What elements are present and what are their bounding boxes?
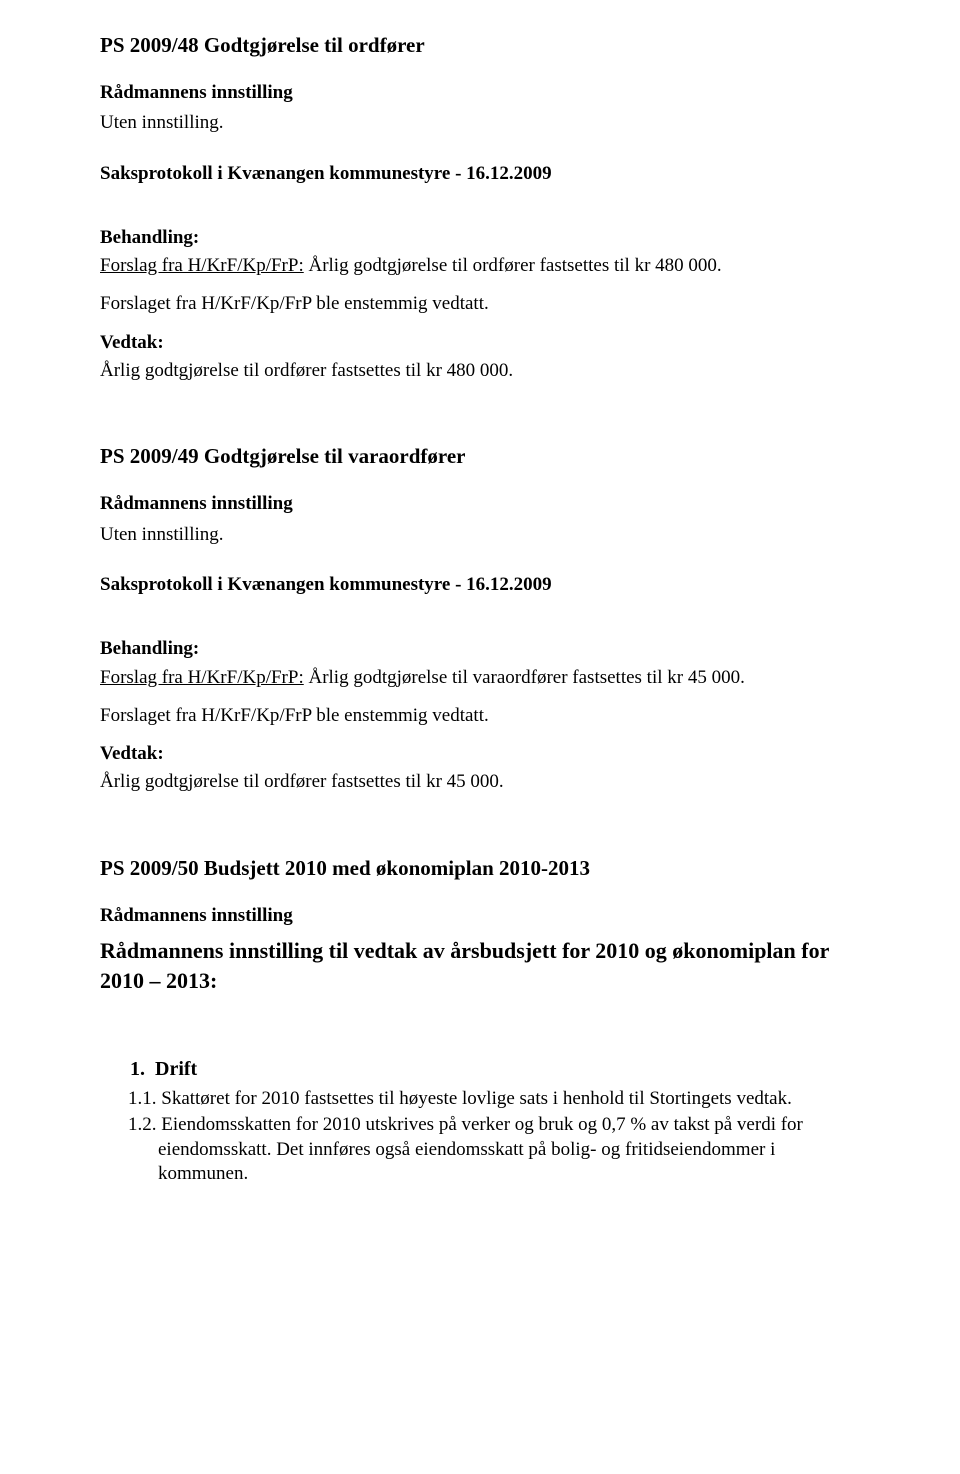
section1-protokoll: Saksprotokoll i Kvænangen kommunestyre -… — [100, 162, 860, 186]
section1-forslag-rest: Årlig godtgjørelse til ordfører fastsett… — [304, 255, 722, 276]
section2-title: PS 2009/49 Godtgjørelse til varaordfører — [100, 443, 860, 470]
section2-innstilling-label: Rådmannens innstilling — [100, 492, 860, 516]
section2-forslag-prefix: Forslag fra H/KrF/Kp/FrP: — [100, 667, 304, 688]
section3-innstilling-label: Rådmannens innstilling — [100, 904, 860, 928]
section3-lead: Rådmannens innstilling til vedtak av års… — [100, 936, 860, 995]
section2-innstilling-text: Uten innstilling. — [100, 523, 860, 547]
list-item-1-2: 1.2. Eiendomsskatten for 2010 utskrives … — [158, 1113, 860, 1186]
section2-forslag-result: Forslaget fra H/KrF/Kp/FrP ble enstemmig… — [100, 704, 860, 728]
section1-behandling-label: Behandling: — [100, 226, 860, 250]
section1-title: PS 2009/48 Godtgjørelse til ordfører — [100, 32, 860, 59]
section1-forslag: Forslag fra H/KrF/Kp/FrP: Årlig godtgjør… — [100, 254, 860, 278]
section1-innstilling-label: Rådmannens innstilling — [100, 81, 860, 105]
section2-protokoll: Saksprotokoll i Kvænangen kommunestyre -… — [100, 573, 860, 597]
section1-forslag-prefix: Forslag fra H/KrF/Kp/FrP: — [100, 255, 304, 276]
section2-vedtak-label: Vedtak: — [100, 742, 860, 766]
section2-vedtak-text: Årlig godtgjørelse til ordfører fastsett… — [100, 770, 860, 794]
list-item-1-1: 1.1. Skattøret for 2010 fastsettes til h… — [158, 1087, 860, 1111]
section2-forslag-rest: Årlig godtgjørelse til varaordfører fast… — [304, 667, 745, 688]
list-item-1: 1. Drift — [130, 1057, 860, 1083]
section2-behandling-label: Behandling: — [100, 637, 860, 661]
section1-vedtak-label: Vedtak: — [100, 331, 860, 355]
section3-title: PS 2009/50 Budsjett 2010 med økonomiplan… — [100, 855, 860, 882]
drift-list: 1. Drift 1.1. Skattøret for 2010 fastset… — [100, 1057, 860, 1186]
section2-forslag: Forslag fra H/KrF/Kp/FrP: Årlig godtgjør… — [100, 666, 860, 690]
section1-forslag-result: Forslaget fra H/KrF/Kp/FrP ble enstemmig… — [100, 292, 860, 316]
section1-innstilling-text: Uten innstilling. — [100, 111, 860, 135]
section1-vedtak-text: Årlig godtgjørelse til ordfører fastsett… — [100, 359, 860, 383]
